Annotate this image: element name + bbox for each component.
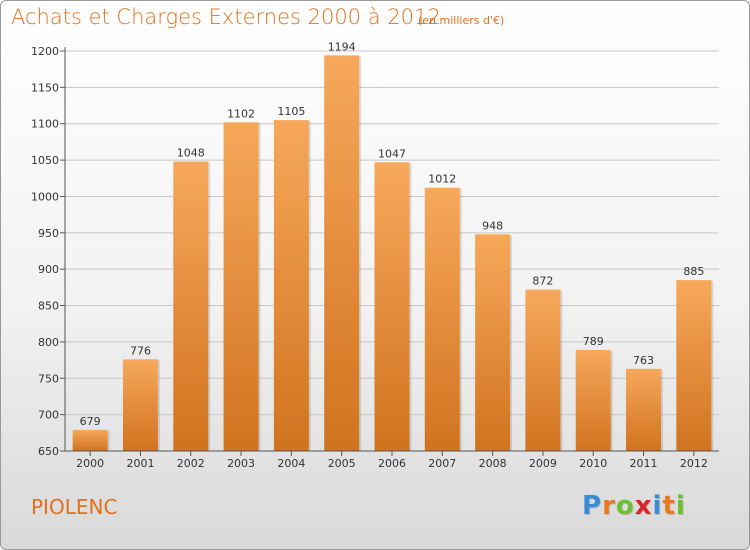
logo-letter: t xyxy=(662,491,676,521)
logo-letter: P xyxy=(582,491,603,521)
x-tick-label: 2008 xyxy=(479,457,507,470)
y-tick-label: 1150 xyxy=(31,81,59,94)
x-tick-label: 2010 xyxy=(579,457,607,470)
value-label: 1048 xyxy=(177,147,205,160)
bar xyxy=(324,55,360,451)
value-labels: 679 776 1048 1102 1105 1194 1047 1012 948 872 789 7… xyxy=(80,40,705,428)
axes: 650 700 750 800 850 900 950 1000 1050 1100 1150 120… xyxy=(31,45,719,470)
bar xyxy=(223,122,259,451)
bar xyxy=(374,162,410,452)
x-tick-label: 2002 xyxy=(177,457,205,470)
bar xyxy=(475,234,511,451)
value-label: 1047 xyxy=(378,147,406,160)
x-tick-label: 2003 xyxy=(227,457,255,470)
x-tick-label: 2007 xyxy=(428,457,456,470)
y-tick-label: 850 xyxy=(38,300,59,313)
logo-letter: x xyxy=(634,491,653,521)
y-tick-label: 950 xyxy=(38,227,59,240)
value-label: 763 xyxy=(633,354,654,367)
value-label: 1012 xyxy=(428,173,456,186)
bar xyxy=(626,368,662,451)
y-tick-label: 750 xyxy=(38,372,59,385)
bar xyxy=(273,120,309,451)
x-tick-label: 2004 xyxy=(277,457,305,470)
x-tick-label: 2006 xyxy=(378,457,406,470)
logo-letter: i xyxy=(652,491,663,521)
x-tick-label: 2001 xyxy=(126,457,154,470)
x-tick-label: 2009 xyxy=(529,457,557,470)
x-tick-label: 2000 xyxy=(76,457,104,470)
value-label: 948 xyxy=(482,219,503,232)
y-tick-label: 800 xyxy=(38,336,59,349)
y-tick-label: 650 xyxy=(38,445,59,458)
value-label: 776 xyxy=(130,344,151,357)
bar xyxy=(173,161,209,451)
value-label: 679 xyxy=(80,415,101,428)
y-tick-label: 1050 xyxy=(31,154,59,167)
value-label: 872 xyxy=(532,275,553,288)
value-label: 789 xyxy=(583,335,604,348)
value-label: 1105 xyxy=(277,105,305,118)
commune-name: PIOLENC xyxy=(31,495,118,519)
chart-subtitle: (en milliers d'€) xyxy=(418,14,505,27)
y-tick-label: 900 xyxy=(38,263,59,276)
bar xyxy=(424,187,460,451)
bars xyxy=(72,55,714,452)
logo-letter: i xyxy=(675,491,686,521)
x-tick-label: 2011 xyxy=(630,457,658,470)
logo-letter: r xyxy=(602,491,616,521)
bar xyxy=(525,289,561,451)
value-label: 885 xyxy=(683,265,704,278)
chart-title: Achats et Charges Externes 2000 à 2012 xyxy=(11,5,441,29)
bar xyxy=(676,280,712,451)
bar xyxy=(122,359,158,451)
proxiti-logo: Proxiti xyxy=(582,491,686,521)
y-tick-label: 1100 xyxy=(31,118,59,131)
x-tick-label: 2005 xyxy=(328,457,356,470)
x-tick-label: 2012 xyxy=(680,457,708,470)
value-label: 1194 xyxy=(328,40,356,53)
value-label: 1102 xyxy=(227,107,255,120)
y-tick-label: 700 xyxy=(38,409,59,422)
bar xyxy=(72,429,108,451)
y-tick-label: 1200 xyxy=(31,45,59,58)
bar xyxy=(575,349,611,451)
y-tick-label: 1000 xyxy=(31,190,59,203)
logo-letter: o xyxy=(615,491,635,521)
